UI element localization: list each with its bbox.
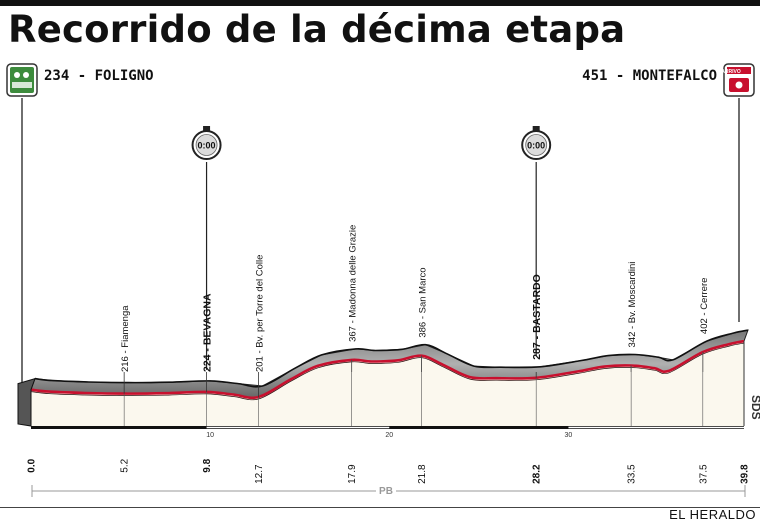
- x-tick-label: 39.8: [740, 464, 751, 484]
- x-tick-label: 0.0: [27, 458, 38, 472]
- minor-tick-label: 20: [385, 432, 393, 439]
- x-tick-label: 5.2: [120, 458, 131, 472]
- side-tag: SDS: [749, 395, 760, 420]
- bottom-rule: [0, 507, 760, 508]
- x-tick-label: 33.5: [627, 464, 638, 484]
- finish-flag-icon: [723, 63, 755, 97]
- page-title: Recorrido de la décima etapa: [8, 8, 626, 51]
- top-rule: [0, 0, 760, 6]
- start-flag-icon: [6, 63, 38, 97]
- finish-label: 451 - MONTEFALCO: [582, 68, 717, 84]
- stage-profile-chart: 234 - FOLIGNO ARRIVO 451 - MONTEFALCO 0:…: [6, 63, 760, 497]
- time-check-label: 0:00: [527, 141, 545, 151]
- annotation-label: 367 - Madonna delle Grazie: [348, 225, 359, 342]
- time-check-label: 0:00: [198, 141, 216, 151]
- x-tick-label: 21.8: [417, 464, 428, 484]
- minor-tick-label: 30: [565, 432, 573, 439]
- x-tick-label: 12.7: [254, 464, 265, 484]
- road-top-edge: [34, 329, 749, 388]
- annotation-label: 402 - Cerrere: [699, 278, 710, 335]
- total-distance-label: PB: [379, 486, 393, 497]
- x-tick-label: 17.9: [347, 464, 358, 484]
- annotation-label: 224 - BEVAGNA: [202, 293, 214, 372]
- x-tick-label: 28.2: [532, 464, 543, 484]
- annotation-label: 201 - Bv. per Torre del Colle: [255, 255, 266, 372]
- start-label: 234 - FOLIGNO: [44, 68, 154, 84]
- annotation-label: 216 - Fiamenga: [120, 305, 131, 372]
- profile-line: [30, 339, 745, 400]
- stopwatch-icon: 0:00: [521, 126, 552, 160]
- minor-tick-label: 10: [206, 432, 214, 439]
- profile-shadow: [30, 342, 745, 401]
- profile-side-face: [17, 377, 36, 427]
- total-distance-bracket: [31, 484, 746, 497]
- x-tick-label: 37.5: [698, 464, 709, 484]
- elevation-area: [31, 341, 744, 426]
- annotation-label: 287 - BASTARDO: [531, 274, 543, 360]
- x-tick-label: 9.8: [202, 458, 213, 472]
- annotation-label: 386 - San Marco: [418, 267, 429, 337]
- stopwatch-icon: 0:00: [191, 126, 222, 160]
- annotation-label: 342 - Bv. Moscardini: [627, 262, 638, 348]
- finish-badge: ARRIVO: [721, 69, 741, 75]
- credit-text: EL HERALDO: [669, 507, 756, 522]
